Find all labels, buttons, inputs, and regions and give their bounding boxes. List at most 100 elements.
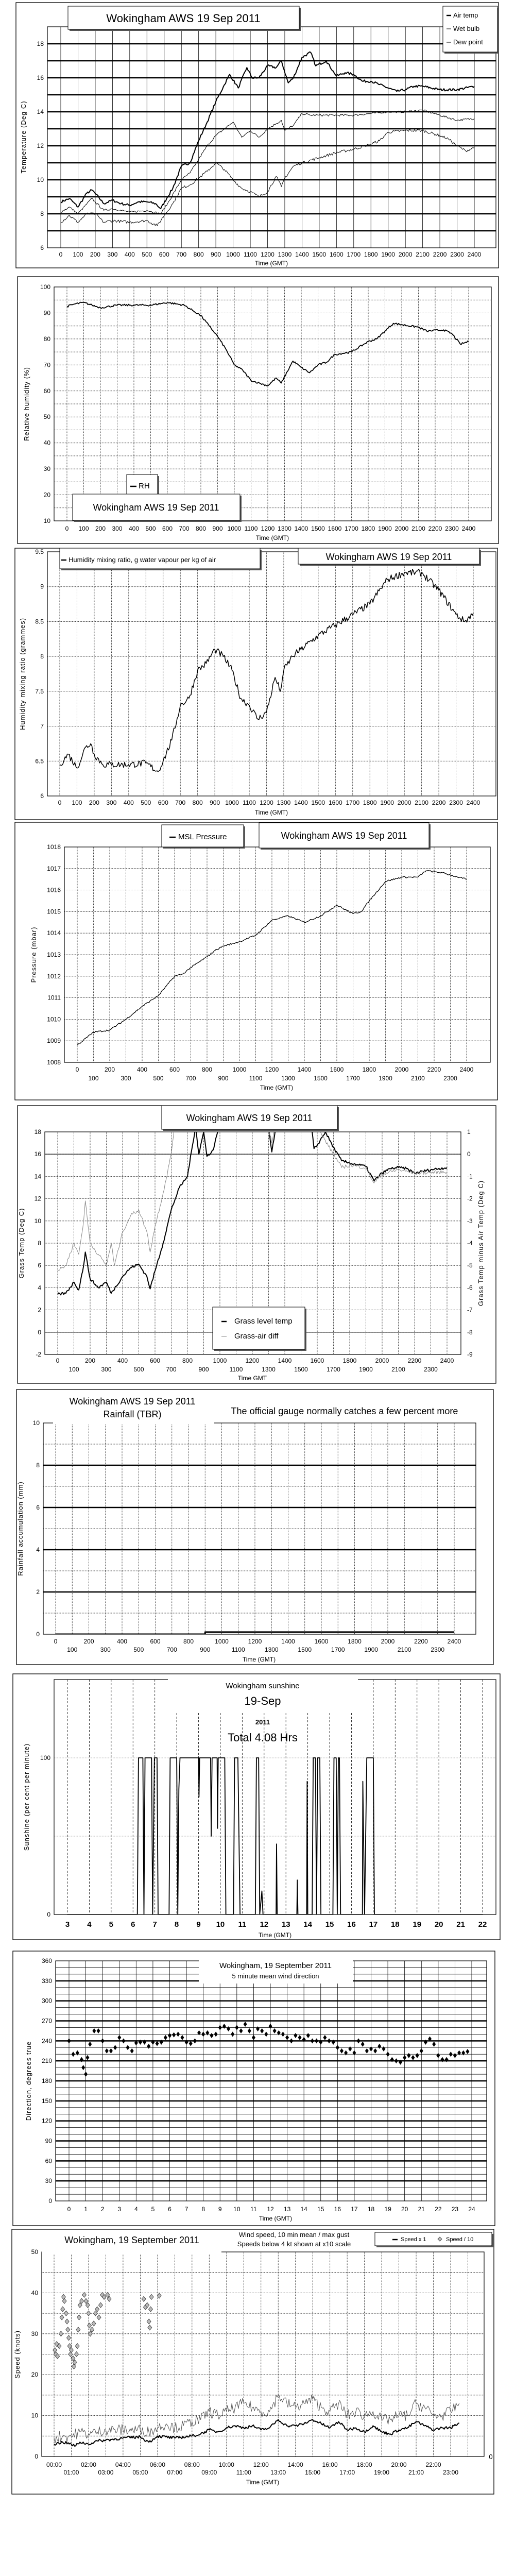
chart-subtitle: Rainfall (TBR) <box>103 1409 161 1419</box>
x-axis-title: Time (GMT) <box>259 2215 292 2222</box>
x-tick-label: 11:00 <box>236 2469 251 2476</box>
y-tick-label: 100 <box>40 283 50 291</box>
x-tick-label: 2 <box>101 2206 105 2213</box>
x-tick-label: 2200 <box>414 1638 428 1645</box>
x-tick-label: 1900 <box>378 525 392 532</box>
x-tick-label: 2100 <box>391 1366 405 1373</box>
x-tick-label: 1200 <box>265 1066 279 1073</box>
x-tick-label: 500 <box>153 1075 163 1082</box>
data-point <box>205 2030 210 2036</box>
data-point <box>55 2353 60 2360</box>
x-tick-label: 1600 <box>330 1066 344 1073</box>
x-tick-label: 8 <box>201 2206 205 2213</box>
x-tick-label: 9 <box>218 2206 222 2213</box>
y-tick-label: 14 <box>35 1173 42 1180</box>
data-point <box>319 2039 323 2045</box>
y-tick-label: 30 <box>45 2177 53 2184</box>
x-tick-label: 14 <box>303 1920 312 1929</box>
x-tick-label: 200 <box>95 525 106 532</box>
y-tick-label: 16 <box>35 1150 42 1158</box>
right-y-tick-label: -5 <box>467 1262 473 1269</box>
y-axis-title: Rainfall accumulation (mm) <box>16 1481 24 1576</box>
series-line-humidity-mixing-ratio-g-water-vapour-per-kg-of-air <box>59 569 474 772</box>
y-axis-title: Pressure (mbar) <box>30 927 38 983</box>
x-tick-label: 1300 <box>277 799 291 806</box>
data-point <box>66 2335 71 2341</box>
x-tick-label: 06:00 <box>150 2461 165 2468</box>
right-y-tick-label: -8 <box>467 1329 473 1336</box>
legend <box>212 1307 305 1350</box>
x-tick-label: 700 <box>166 1366 176 1373</box>
x-tick-label: 23:00 <box>443 2469 458 2476</box>
x-tick-label: 1100 <box>244 251 257 258</box>
legend <box>59 548 261 569</box>
data-point <box>428 2036 432 2042</box>
data-point <box>461 2050 466 2056</box>
x-tick-label: 500 <box>133 1366 144 1373</box>
series-line-0 <box>56 1631 454 1634</box>
series-layer <box>53 2292 460 2447</box>
x-tick-label: 1900 <box>381 251 395 258</box>
data-point <box>64 2318 70 2325</box>
y-tick-label: 300 <box>42 1997 52 2005</box>
plot-area: 0 10 20 30 40 50 00:0001:0002:0003:0004:0005:0… <box>31 2248 485 2476</box>
data-point <box>172 2032 176 2038</box>
y-tick-label: 0 <box>47 1911 50 1918</box>
data-point <box>82 2292 87 2298</box>
series-line-air-temp <box>60 51 475 210</box>
data-point <box>235 2025 239 2030</box>
x-tick-label: 19 <box>384 2206 391 2213</box>
x-tick-label: 100 <box>72 799 82 806</box>
x-tick-label: 2300 <box>443 1075 457 1082</box>
data-point <box>457 2050 461 2056</box>
x-axis-title: Time (GMT) <box>255 260 288 267</box>
data-point <box>65 2327 71 2333</box>
legend-label: Humidity mixing ratio, g water vapour pe… <box>68 556 216 564</box>
data-point <box>197 2030 201 2036</box>
data-point <box>141 2296 146 2302</box>
data-point <box>335 2045 339 2050</box>
x-tick-label: 100 <box>88 1075 98 1082</box>
x-tick-label: 08:00 <box>184 2461 200 2468</box>
x-tick-label: 1600 <box>328 525 342 532</box>
x-tick-label: 2100 <box>415 799 428 806</box>
series-layer <box>57 1132 448 1296</box>
x-tick-label: 10 <box>216 1920 225 1929</box>
x-tick-label: 2400 <box>448 1638 461 1645</box>
data-point <box>315 2038 319 2044</box>
x-tick-label: 5 <box>109 1920 113 1929</box>
x-tick-label: 1600 <box>315 1638 329 1645</box>
data-point <box>91 2320 96 2327</box>
y-tick-label: 10 <box>35 1217 42 1225</box>
right-axis-label: 0 <box>489 2453 492 2461</box>
data-point <box>67 2343 72 2349</box>
data-point <box>100 2038 105 2044</box>
data-point <box>113 2045 117 2050</box>
data-point <box>68 2351 73 2358</box>
x-tick-label: 0 <box>54 1638 58 1645</box>
x-tick-label: 1300 <box>278 251 292 258</box>
data-point <box>76 2327 81 2333</box>
y-tick-label: 12 <box>35 1195 42 1202</box>
plot-border <box>43 1422 476 1635</box>
data-point <box>268 2023 272 2029</box>
series-line-grass-level-temp <box>57 1132 448 1296</box>
chart-date: 19-Sep <box>245 1694 281 1707</box>
x-tick-label: 15:00 <box>305 2469 320 2476</box>
data-point <box>63 2310 68 2316</box>
y-axis-title: Sunshine (per cent per minute) <box>23 1743 30 1851</box>
x-tick-label: 20:00 <box>391 2461 407 2468</box>
legend <box>442 6 498 53</box>
x-tick-label: 1500 <box>294 1366 308 1373</box>
x-axis-title: Time (GMT) <box>256 534 289 541</box>
x-tick-label: 1800 <box>363 1066 376 1073</box>
plot-border <box>47 551 496 796</box>
x-tick-label: 7 <box>153 1920 157 1929</box>
x-tick-label: 300 <box>112 525 122 532</box>
y-tick-label: 90 <box>44 309 51 316</box>
data-point <box>339 2048 344 2054</box>
x-tick-label: 00:00 <box>46 2461 62 2468</box>
y-tick-label: 180 <box>42 2077 52 2084</box>
data-point <box>365 2048 369 2054</box>
x-tick-label: 1800 <box>348 1638 362 1645</box>
